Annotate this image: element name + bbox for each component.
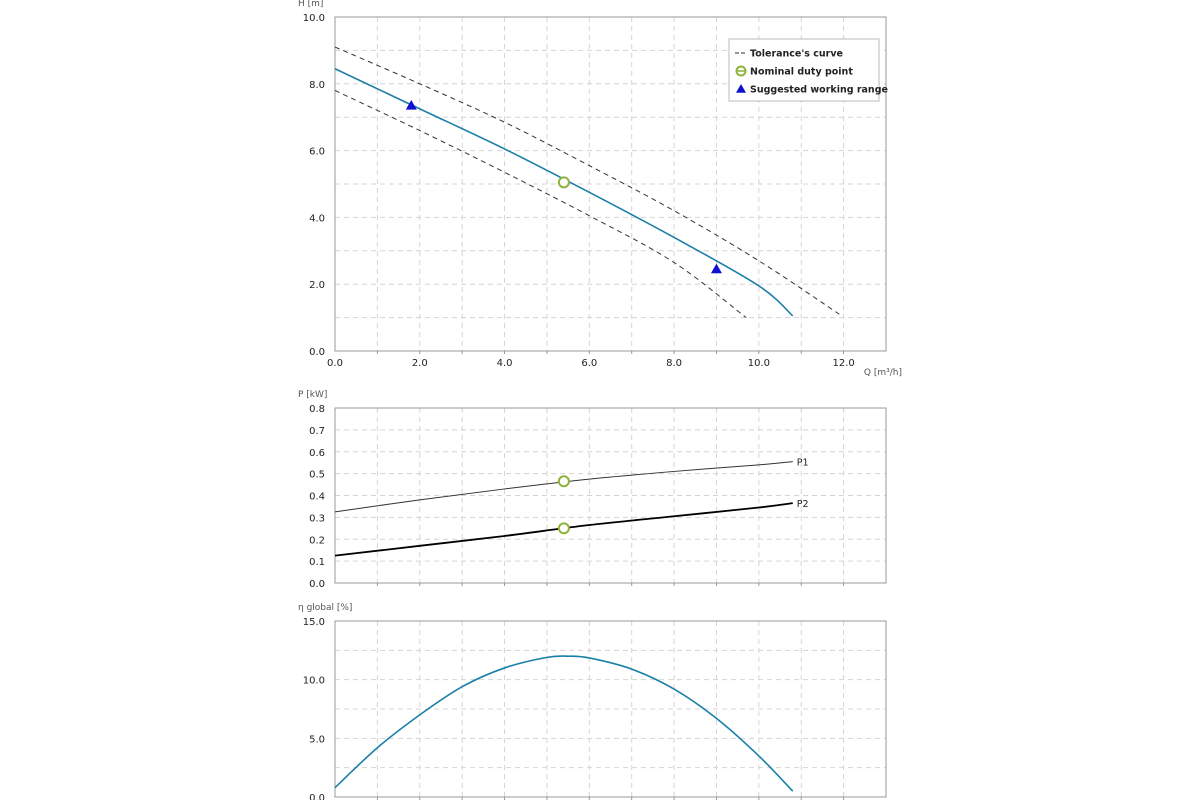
power-series-label-p1: P1 — [797, 458, 809, 469]
head-y-tick-label: 10.0 — [303, 13, 325, 24]
power-y-tick-label: 0.7 — [309, 426, 325, 437]
head-y-tick-label: 6.0 — [309, 147, 325, 158]
legend-item-label: Suggested working range — [750, 85, 888, 96]
efficiency-y-tick-label: 10.0 — [303, 676, 325, 687]
power-y-tick-label: 0.8 — [309, 404, 325, 415]
power-duty-point-marker — [557, 522, 570, 535]
head-y-tick-label: 8.0 — [309, 80, 325, 91]
power-plot-frame — [334, 407, 887, 584]
head-y-axis-label: H [m] — [298, 0, 323, 9]
power-series-p2 — [334, 502, 793, 557]
head-y-tick-label: 0.0 — [309, 347, 325, 358]
efficiency-y-tick-label: 0.0 — [309, 793, 325, 800]
working-range-marker — [710, 263, 722, 274]
head-legend: Tolerance's curve Nominal duty point Sugge… — [728, 38, 888, 102]
efficiency-plot-frame — [334, 620, 887, 798]
head-x-tick-label: 4.0 — [497, 358, 513, 369]
working-range-marker — [405, 100, 417, 110]
head-plot-frame — [334, 16, 887, 352]
power-duty-point-marker — [557, 475, 570, 488]
power-y-tick-label: 0.5 — [309, 470, 325, 481]
efficiency-y-tick-label: 5.0 — [309, 734, 325, 745]
power-series-label-p2: P2 — [797, 499, 809, 510]
legend-item-label: Nominal duty point — [750, 67, 853, 78]
power-y-axis-label: P [kW] — [298, 390, 327, 400]
power-y-tick-label: 0.6 — [309, 448, 325, 459]
power-y-tick-label: 0.1 — [309, 557, 325, 568]
head-x-tick-label: 8.0 — [666, 358, 682, 369]
head-x-tick-label: 2.0 — [412, 358, 428, 369]
head-series-main — [334, 68, 794, 317]
head-x-tick-label: 12.0 — [832, 358, 854, 369]
legend-box — [728, 38, 880, 102]
power-grid — [335, 408, 886, 583]
head-x-tick-label: 10.0 — [748, 358, 770, 369]
efficiency-y-tick-label: 15.0 — [303, 617, 325, 628]
power-y-tick-label: 0.2 — [309, 535, 325, 546]
head-x-tick-label: 6.0 — [581, 358, 597, 369]
head-x-axis-label: Q [m³/h] — [864, 368, 902, 378]
efficiency-series-eta — [334, 655, 794, 792]
power-y-tick-label: 0.0 — [309, 579, 325, 590]
efficiency-grid — [335, 621, 886, 797]
power-y-tick-label: 0.3 — [309, 513, 325, 524]
power-y-tick-label: 0.4 — [309, 492, 325, 503]
legend-item-label: Tolerance's curve — [750, 49, 843, 60]
head-y-tick-label: 2.0 — [309, 280, 325, 291]
head-y-tick-label: 4.0 — [309, 213, 325, 224]
head-series-tolerance_upper — [334, 46, 840, 315]
head-series-tolerance_lower — [334, 90, 747, 318]
efficiency-y-axis-label: η global [%] — [298, 603, 352, 613]
power-series-p1 — [334, 461, 793, 513]
legend-range-swatch — [736, 84, 746, 93]
head-x-tick-label: 0.0 — [327, 358, 343, 369]
nominal-duty-point-marker — [557, 176, 570, 189]
